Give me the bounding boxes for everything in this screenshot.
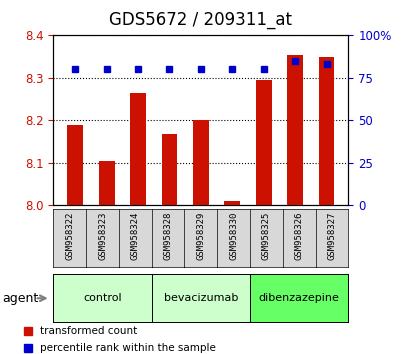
Text: transformed count: transformed count — [40, 326, 137, 336]
Bar — [161, 134, 177, 205]
Bar — [67, 125, 83, 205]
Text: GSM958330: GSM958330 — [229, 212, 238, 260]
Bar — [130, 93, 146, 205]
Text: GSM958324: GSM958324 — [130, 212, 139, 260]
Text: GSM958323: GSM958323 — [98, 212, 107, 260]
Text: GSM958329: GSM958329 — [196, 212, 205, 260]
Text: GSM958322: GSM958322 — [65, 212, 74, 260]
Bar — [287, 55, 302, 205]
Bar — [224, 201, 240, 205]
Text: percentile rank within the sample: percentile rank within the sample — [40, 343, 215, 353]
Text: GDS5672 / 209311_at: GDS5672 / 209311_at — [109, 11, 292, 29]
Text: GSM958325: GSM958325 — [261, 212, 270, 260]
Bar — [193, 120, 208, 205]
Text: agent: agent — [3, 292, 39, 305]
Bar — [318, 57, 334, 205]
Bar — [255, 80, 271, 205]
Text: control: control — [83, 293, 121, 303]
Text: dibenzazepine: dibenzazepine — [258, 293, 339, 303]
Text: bevacizumab: bevacizumab — [163, 293, 238, 303]
Text: GSM958326: GSM958326 — [294, 212, 303, 260]
Bar — [99, 161, 114, 205]
Text: GSM958328: GSM958328 — [163, 212, 172, 260]
Text: GSM958327: GSM958327 — [327, 212, 336, 260]
